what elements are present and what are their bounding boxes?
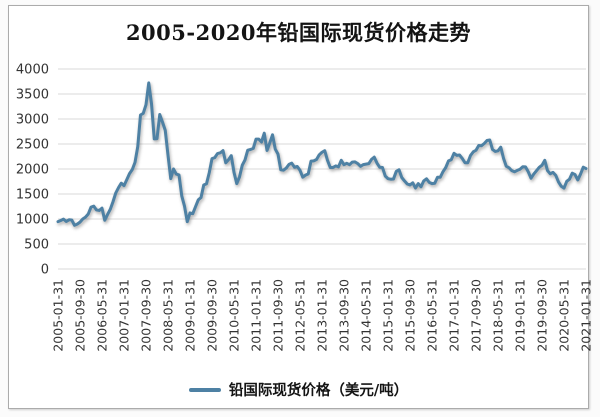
y-axis-tick-label: 1500 — [16, 188, 49, 203]
y-axis-tick-label: 3000 — [16, 113, 49, 128]
y-axis-tick-label: 4000 — [16, 63, 49, 78]
x-axis-tick-label: 2021-01-31 — [579, 279, 594, 352]
x-axis-tick-label: 2018-05-31 — [491, 279, 506, 352]
y-axis-tick-label: 1000 — [16, 213, 49, 228]
x-axis-tick-label: 2019-09-30 — [535, 279, 550, 352]
x-axis-tick-label: 2020-05-31 — [557, 279, 572, 352]
x-axis-tick-label: 2019-01-31 — [513, 279, 528, 352]
x-axis-tick-label: 2007-09-30 — [139, 279, 154, 352]
x-axis-tick-label: 2014-05-31 — [359, 279, 374, 352]
x-axis-tick-label: 2015-01-31 — [381, 279, 396, 352]
x-axis-tick-label: 2011-09-30 — [271, 279, 286, 352]
x-axis-tick-label: 2007-01-31 — [117, 279, 132, 352]
y-axis-tick-label: 3500 — [16, 88, 49, 103]
chart-card: 2005-2020年铅国际现货价格走势 0 500 1000 1500 2000 2500… — [8, 5, 594, 409]
y-axis-tick-label: 2000 — [16, 163, 49, 178]
x-axis-tick-label: 2013-09-30 — [337, 279, 352, 352]
line-chart-plot-area: 0 500 1000 1500 2000 2500 3000 3500 4000 2005-01-… — [16, 63, 594, 352]
x-axis-tick-label: 2006-05-31 — [95, 279, 110, 352]
legend: 铅国际现货价格（美元/吨） — [9, 379, 588, 400]
x-axis-tick-label: 2009-01-31 — [183, 279, 198, 352]
x-axis-tick-label: 2017-09-30 — [469, 279, 484, 352]
x-axis-tick-label: 2011-01-31 — [249, 279, 264, 352]
x-axis-tick-label: 2016-05-31 — [425, 279, 440, 352]
x-axis-tick-label: 2005-01-31 — [51, 279, 66, 352]
price-series-line — [56, 81, 588, 227]
y-axis-tick-label: 2500 — [16, 138, 49, 153]
legend-line-marker — [188, 387, 221, 392]
x-axis-tick-label: 2017-01-31 — [447, 279, 462, 352]
y-axis-tick-label: 500 — [24, 238, 49, 253]
x-axis-tick-label: 2010-05-31 — [227, 279, 242, 352]
chart-title: 2005-2020年铅国际现货价格走势 — [125, 20, 472, 45]
x-axis-tick-label: 2008-05-31 — [161, 279, 176, 352]
x-axis-tick-label: 2009-09-30 — [205, 279, 220, 352]
legend-series-label: 铅国际现货价格（美元/吨） — [228, 382, 409, 399]
y-axis-tick-label: 0 — [41, 263, 49, 278]
x-axis-tick-label: 2015-09-30 — [403, 279, 418, 352]
x-axis-tick-label: 2005-09-30 — [73, 279, 88, 352]
x-axis-tick-label: 2012-05-31 — [293, 279, 308, 352]
x-axis-tick-label: 2013-01-31 — [315, 279, 330, 352]
